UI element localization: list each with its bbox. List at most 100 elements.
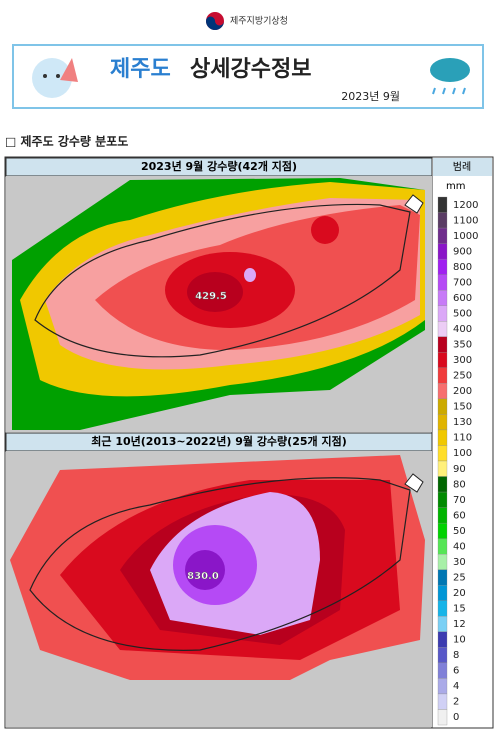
mascot-eye [56, 74, 60, 78]
coastline [29, 477, 411, 651]
legend-swatch [437, 258, 448, 275]
legend-swatch [437, 709, 448, 726]
legend-label: 800 [453, 262, 472, 273]
umbrella [60, 58, 78, 82]
legend-label: 70 [453, 495, 466, 506]
legend-swatch [437, 554, 448, 570]
island [404, 194, 424, 214]
contour [187, 272, 243, 312]
legend-swatch [437, 538, 448, 555]
legend-label: 100 [453, 448, 472, 459]
legend-label: 600 [453, 293, 472, 304]
legend-swatch [437, 243, 448, 260]
legend-swatch [437, 398, 448, 415]
legend-swatch [437, 647, 448, 664]
legend-swatch [437, 383, 448, 400]
legend-swatch [437, 476, 448, 493]
legend-label: 700 [453, 277, 472, 288]
legend-swatch [437, 274, 448, 291]
legend-swatch [437, 616, 448, 632]
legend-label: 2 [453, 697, 459, 708]
legend-label: 80 [453, 479, 466, 490]
legend-label: 90 [453, 464, 466, 475]
legend-label: 10 [453, 635, 466, 646]
section-title: □ 제주도 강수량 분포도 [5, 135, 128, 149]
legend-label: 25 [453, 572, 466, 583]
legend-swatch [437, 414, 448, 431]
legend-label: 6 [453, 666, 459, 677]
legend-label: 250 [453, 371, 472, 382]
legend-swatch [437, 460, 448, 477]
legend-swatch [437, 585, 448, 601]
legend-swatch [437, 507, 448, 524]
legend-label: 30 [453, 557, 466, 568]
legend-label: 4 [453, 681, 459, 692]
mascot [32, 58, 72, 98]
legend-label: 900 [453, 246, 472, 257]
legend-label: 1100 [453, 215, 478, 226]
legend-swatch [437, 662, 448, 679]
title: 상세강수정보 [190, 57, 311, 82]
legend-unit: mm [446, 181, 465, 192]
legend-label: 0 [453, 712, 459, 723]
legend-label: 500 [453, 308, 472, 319]
legend-title: 범례 [453, 161, 471, 173]
legend-swatch [437, 678, 448, 695]
legend-label: 20 [453, 588, 466, 599]
island [404, 473, 424, 493]
legend-label: 150 [453, 402, 472, 413]
legend-swatch [437, 212, 448, 229]
legend-label: 50 [453, 526, 466, 537]
cloud [430, 58, 470, 82]
legend-label: 1000 [453, 231, 478, 242]
legend-label: 130 [453, 417, 472, 428]
legend-swatch [437, 290, 448, 306]
legend-swatch [437, 336, 448, 353]
contour [311, 216, 339, 244]
map-title: 2023년 9월 강수량(42개 지점) [141, 159, 297, 173]
legend-label: 300 [453, 355, 472, 366]
legend-label: 200 [453, 386, 472, 397]
legend-label: 60 [453, 510, 466, 521]
legend-swatch [437, 600, 448, 617]
coastline [34, 203, 411, 358]
legend-swatch [437, 445, 448, 462]
legend-swatch [437, 367, 448, 384]
legend-swatch [437, 569, 448, 586]
max-label: 830.0 [187, 571, 219, 582]
legend-swatch [437, 522, 448, 539]
legend-swatch [437, 196, 448, 213]
max-label: 429.5 [195, 291, 227, 302]
legend-label: 12 [453, 619, 466, 630]
map: 830.0 [6, 451, 432, 727]
agency: 제주지방기상청 [230, 16, 288, 27]
legend-label: 40 [453, 541, 466, 552]
legend-label: 15 [453, 604, 466, 615]
logo-part [206, 16, 224, 30]
legend-header [433, 158, 492, 176]
legend-swatch [437, 693, 448, 710]
map-title: 최근 10년(2013~2022년) 9월 강수량(25개 지점) [91, 434, 346, 448]
legend-label: 110 [453, 433, 472, 444]
map: 429.5 [6, 176, 432, 432]
contour [185, 550, 225, 590]
legend-label: 350 [453, 340, 472, 351]
legend-swatch [437, 352, 448, 368]
mascot-eye [43, 74, 47, 78]
legend-swatch [437, 631, 448, 648]
title-region: 제주도 [110, 57, 171, 82]
date: 2023년 9월 [341, 90, 400, 103]
legend-label: 400 [453, 324, 472, 335]
legend-label: 8 [453, 650, 459, 661]
contour [244, 268, 256, 282]
legend-swatch [437, 227, 448, 244]
legend-swatch [437, 491, 448, 508]
legend-label: 1200 [453, 200, 478, 211]
legend-swatch [437, 429, 448, 446]
title-box [12, 44, 484, 109]
legend-swatch [437, 321, 448, 337]
legend-swatch [437, 305, 448, 322]
rain [432, 87, 466, 95]
